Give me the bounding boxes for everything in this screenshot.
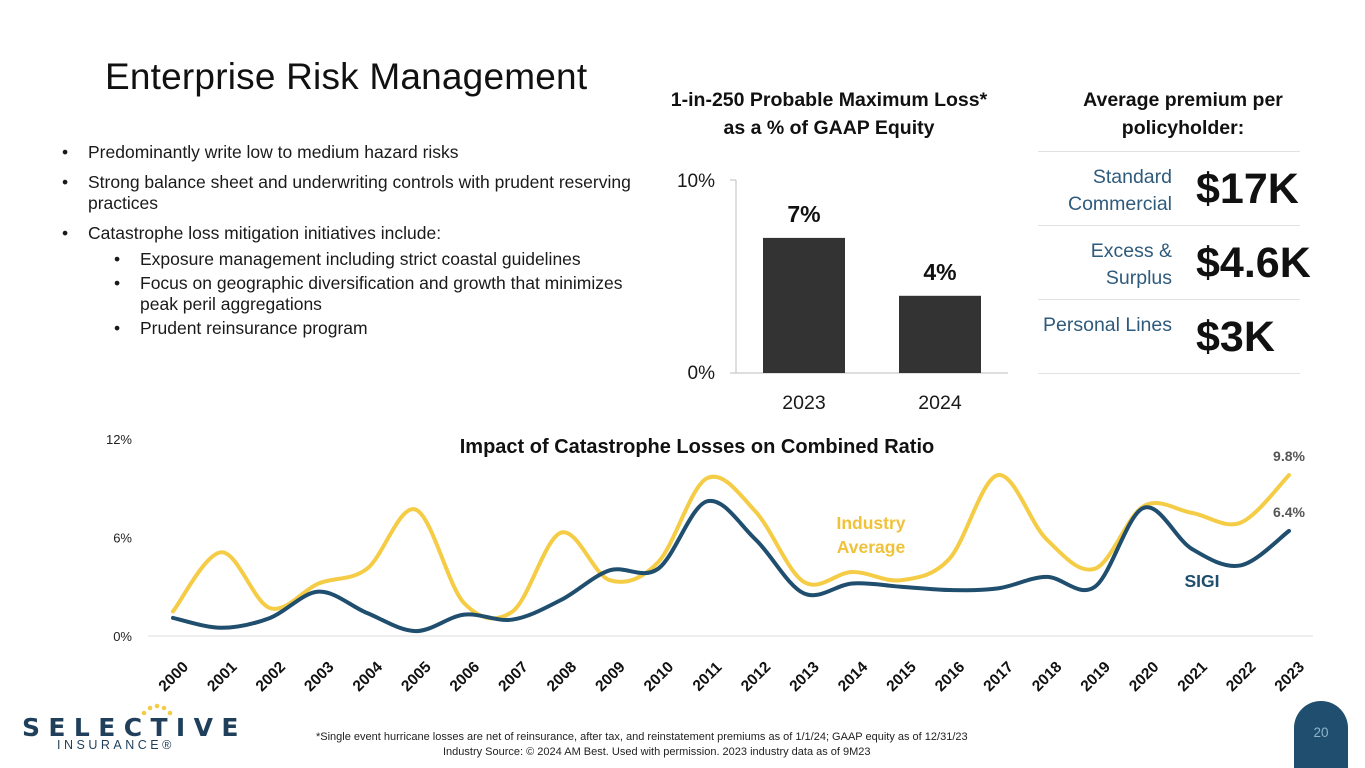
sub-bullet-item: Exposure management including strict coa…	[62, 249, 662, 270]
logo-wordmark: SELECTIVE	[22, 713, 247, 742]
y-tick-label: 12%	[106, 432, 132, 447]
pml-chart-title: 1-in-250 Probable Maximum Loss* as a % o…	[670, 89, 988, 139]
premium-label: Excess & Surplus	[1090, 240, 1172, 289]
premium-value: $3K	[1196, 313, 1275, 361]
x-tick-label: 2016	[932, 658, 969, 695]
footnote: *Single event hurricane losses are net o…	[316, 731, 968, 743]
x-tick-label: 2015	[883, 658, 920, 695]
industry-average-line	[171, 473, 1291, 621]
industry-series-label: Average	[837, 537, 906, 557]
x-tick-label: 2022	[1223, 659, 1259, 695]
x-tick-label: 2017	[980, 659, 1016, 695]
bar	[763, 237, 845, 373]
x-tick-label: 2014	[835, 658, 872, 695]
bullet-list: Predominantly write low to medium hazard…	[62, 142, 662, 342]
logo-subtitle: INSURANCE®	[57, 738, 175, 752]
premium-label: Standard Commercial	[1067, 166, 1172, 215]
page-number: 20	[1313, 725, 1329, 740]
x-tick-label: 2011	[690, 659, 726, 695]
premium-row: Excess & Surplus $4.6K	[1038, 226, 1311, 300]
x-tick-label: 2013	[786, 658, 823, 695]
x-tick-label: 2010	[641, 659, 677, 695]
catastrophe-line-chart: Impact of Catastrophe Losses on Combined…	[106, 432, 1313, 695]
x-tick-label: 2023	[782, 392, 825, 414]
sigi-end-value-label: 6.4%	[1273, 504, 1305, 520]
sub-bullet-item: Focus on geographic diversification and …	[62, 273, 662, 315]
x-tick-label: 2024	[918, 392, 962, 414]
industry-end-value-label: 9.8%	[1273, 448, 1305, 464]
premium-row: Personal Lines $3K	[1038, 300, 1300, 374]
x-tick-label: 2023	[1272, 658, 1309, 695]
x-tick-label: 2012	[738, 659, 774, 695]
premium-value: $4.6K	[1196, 239, 1311, 287]
bullet-item: Catastrophe loss mitigation initiatives …	[62, 223, 662, 244]
y-tick-label: 6%	[113, 531, 132, 546]
x-tick-label: 2000	[156, 659, 192, 695]
x-tick-label: 2002	[253, 659, 289, 695]
industry-series-label: Industry	[836, 513, 905, 533]
bar-value-label: 4%	[923, 259, 956, 285]
bar	[899, 295, 981, 373]
logo-dots-icon	[141, 703, 173, 716]
x-tick-label: 2008	[544, 658, 581, 695]
y-tick-label: 10%	[677, 171, 715, 192]
premium-table: Standard Commercial $17K Excess & Surplu…	[1038, 151, 1311, 374]
x-tick-label: 2018	[1029, 658, 1066, 695]
x-tick-label: 2019	[1078, 658, 1115, 695]
line-chart-title: Impact of Catastrophe Losses on Combined…	[460, 436, 935, 458]
x-tick-label: 2009	[592, 658, 629, 695]
x-tick-label: 2004	[350, 658, 387, 695]
premium-label: Personal Lines	[1043, 314, 1172, 336]
y-tick-label: 0%	[113, 629, 132, 644]
premium-title: Average premium per policyholder:	[1083, 89, 1283, 139]
x-tick-label: 2001	[204, 658, 241, 695]
source-note: Industry Source: © 2024 AM Best. Used wi…	[443, 746, 871, 758]
pml-bar-chart: 0% 10% 7% 2023 4% 2024	[677, 171, 1008, 414]
x-tick-label: 2003	[301, 658, 338, 695]
x-tick-label: 2007	[495, 659, 531, 695]
x-tick-label: 2006	[447, 658, 484, 695]
page-number-tab: 20	[1294, 701, 1348, 768]
bullet-item: Strong balance sheet and underwriting co…	[62, 172, 662, 214]
sigi-line	[171, 498, 1291, 634]
premium-value: $17K	[1196, 165, 1299, 213]
x-tick-label: 2020	[1126, 659, 1162, 695]
bullet-item: Predominantly write low to medium hazard…	[62, 142, 662, 163]
sub-bullet-item: Prudent reinsurance program	[62, 318, 662, 339]
y-tick-label: 0%	[688, 363, 716, 384]
sigi-series-label: SIGI	[1184, 571, 1219, 591]
bar-value-label: 7%	[787, 201, 820, 227]
premium-row: Standard Commercial $17K	[1038, 152, 1300, 226]
x-tick-label: 2005	[398, 658, 435, 695]
slide-title: Enterprise Risk Management	[105, 56, 588, 97]
x-tick-label: 2021	[1175, 658, 1212, 695]
